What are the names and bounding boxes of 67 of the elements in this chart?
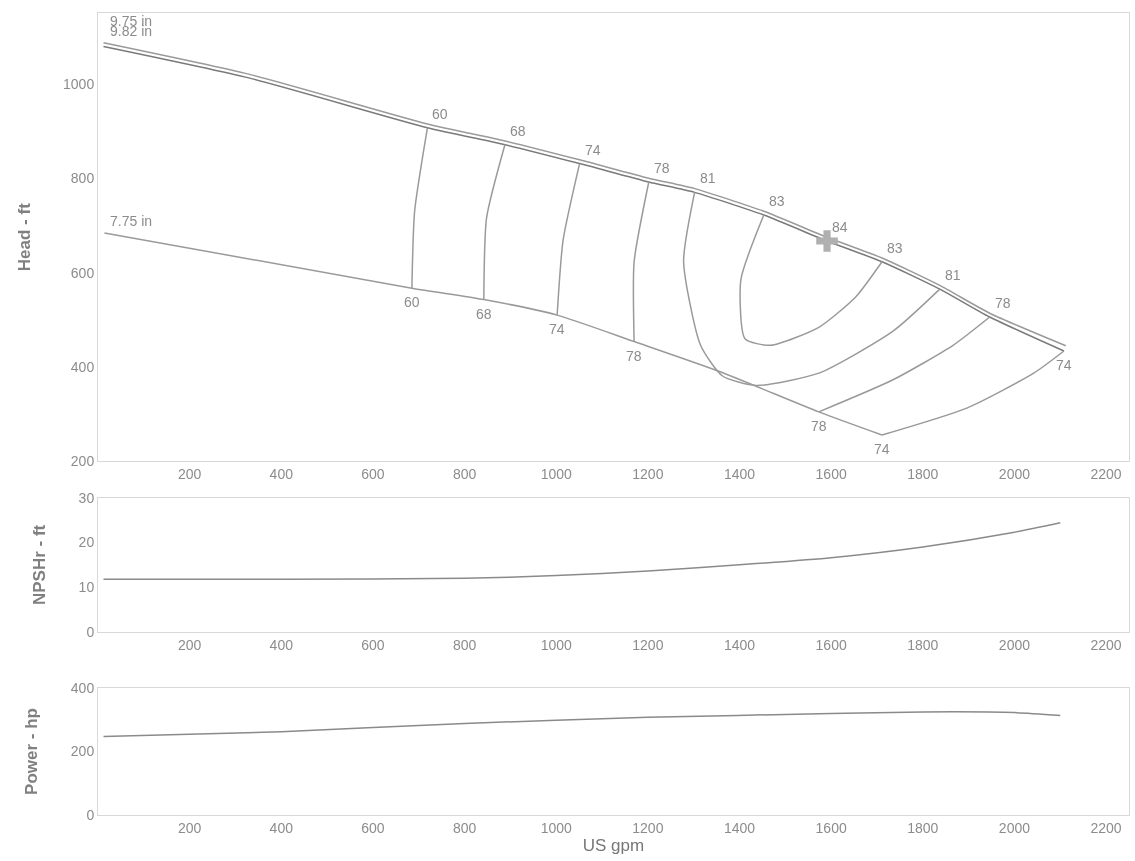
x-tick-label: 2200 bbox=[1090, 466, 1122, 483]
x-tick-label: 1200 bbox=[632, 636, 664, 653]
y-tick-label: 600 bbox=[70, 264, 95, 281]
annotation: 74 bbox=[874, 441, 890, 457]
annotation: 83 bbox=[887, 240, 903, 256]
x-tick-label: 600 bbox=[361, 636, 385, 653]
y-axis-title: Head - ft bbox=[14, 202, 34, 272]
x-tick-label: 2200 bbox=[1090, 820, 1122, 837]
annotation: 84 bbox=[832, 219, 848, 235]
x-tick-label: 1000 bbox=[540, 466, 572, 483]
x-tick-label: 400 bbox=[269, 636, 294, 653]
x-tick-label: 2000 bbox=[998, 636, 1031, 653]
x-tick-label: 1600 bbox=[815, 820, 847, 837]
x-tick-label: 1000 bbox=[540, 636, 572, 653]
series-label: 7.75 in bbox=[110, 213, 153, 229]
x-tick-label: 200 bbox=[177, 820, 202, 837]
annotation: 74 bbox=[1056, 357, 1072, 373]
x-tick-label: 2000 bbox=[998, 466, 1031, 483]
y-tick-label: 400 bbox=[70, 358, 95, 375]
y-tick-label: 1000 bbox=[63, 75, 95, 92]
x-tick-label: 200 bbox=[177, 636, 202, 653]
y-tick-label: 200 bbox=[70, 743, 95, 760]
annotation: 81 bbox=[945, 267, 961, 283]
x-tick-label: 400 bbox=[269, 466, 294, 483]
x-tick-label: 1600 bbox=[815, 466, 847, 483]
annotation: 60 bbox=[404, 294, 420, 310]
y-axis-title: NPSHr - ft bbox=[30, 524, 50, 605]
x-tick-label: 600 bbox=[361, 466, 385, 483]
x-tick-label: 2000 bbox=[998, 820, 1031, 837]
x-tick-label: 1000 bbox=[540, 820, 572, 837]
annotation: 83 bbox=[769, 193, 785, 209]
x-tick-label: 1600 bbox=[815, 636, 847, 653]
annotation: 74 bbox=[585, 142, 601, 158]
y-tick-label: 20 bbox=[78, 534, 95, 551]
annotation: 78 bbox=[995, 295, 1011, 311]
x-tick-label: 2200 bbox=[1090, 636, 1122, 653]
y-tick-label: 200 bbox=[70, 453, 95, 470]
x-tick-label: 1800 bbox=[907, 636, 939, 653]
y-axis-title: Power - hp bbox=[22, 708, 42, 795]
y-tick-label: 400 bbox=[70, 679, 95, 696]
annotation: 60 bbox=[432, 106, 448, 122]
x-tick-label: 1400 bbox=[723, 466, 756, 483]
annotation: 78 bbox=[654, 160, 670, 176]
annotation: 68 bbox=[476, 306, 492, 322]
y-tick-label: 0 bbox=[86, 623, 95, 640]
x-tick-label: 1800 bbox=[907, 466, 939, 483]
y-tick-label: 0 bbox=[86, 807, 95, 824]
y-tick-label: 10 bbox=[78, 579, 95, 596]
x-axis-title: US gpm bbox=[582, 836, 645, 856]
annotation: 68 bbox=[510, 123, 526, 139]
x-tick-label: 800 bbox=[452, 636, 477, 653]
x-tick-label: 800 bbox=[452, 466, 477, 483]
x-tick-label: 1800 bbox=[907, 820, 939, 837]
x-tick-label: 1400 bbox=[723, 636, 756, 653]
x-tick-label: 1200 bbox=[632, 820, 664, 837]
x-tick-label: 400 bbox=[269, 820, 294, 837]
x-tick-label: 1400 bbox=[723, 820, 756, 837]
annotation: 78 bbox=[626, 348, 642, 364]
annotation: 81 bbox=[700, 170, 716, 186]
y-tick-label: 30 bbox=[78, 489, 95, 506]
annotation: 74 bbox=[549, 321, 565, 337]
annotation: 78 bbox=[811, 418, 827, 434]
y-tick-label: 800 bbox=[70, 170, 95, 187]
x-tick-label: 600 bbox=[361, 820, 385, 837]
x-tick-label: 1200 bbox=[632, 466, 664, 483]
x-tick-label: 200 bbox=[177, 466, 202, 483]
x-tick-label: 800 bbox=[452, 820, 477, 837]
